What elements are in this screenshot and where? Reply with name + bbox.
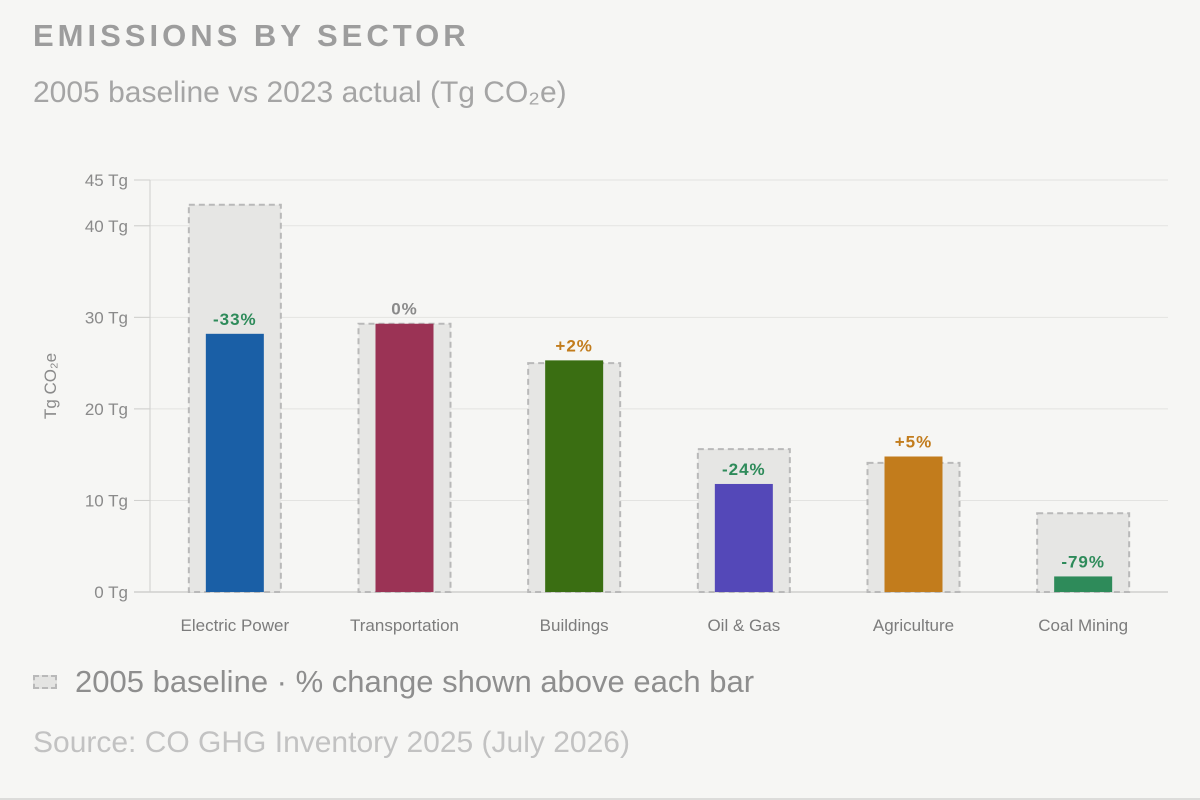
y-tick-label: 40 Tg	[85, 217, 128, 236]
actual-bar-1	[375, 323, 434, 592]
category-label-2: Buildings	[540, 616, 609, 635]
chart-title: EMISSIONS BY SECTOR	[33, 18, 470, 53]
change-label-1: 0%	[391, 300, 418, 319]
y-tick-label: 45 Tg	[85, 171, 128, 190]
source-note: Source: CO GHG Inventory 2025 (July 2026…	[33, 726, 630, 759]
actual-bar-3	[714, 483, 773, 592]
chart-subtitle: 2005 baseline vs 2023 actual (Tg CO₂e)	[33, 76, 567, 109]
actual-bar-4	[884, 456, 943, 592]
category-label-5: Coal Mining	[1038, 616, 1128, 635]
change-label-0: -33%	[213, 310, 257, 329]
category-label-4: Agriculture	[873, 616, 954, 635]
category-label-1: Transportation	[350, 616, 459, 635]
legend-label: 2005 baseline · % change shown above eac…	[75, 664, 755, 699]
bar-chart: 0 Tg 10 Tg 20 Tg 30 Tg 40 Tg 45 Tg Tg CO₂e -33%…	[41, 171, 1168, 635]
y-tick-label: 30 Tg	[85, 308, 128, 327]
y-tick-label: 0 Tg	[94, 583, 128, 602]
change-label-2: +2%	[555, 336, 593, 355]
y-tick-label: 20 Tg	[85, 400, 128, 419]
y-axis-title: Tg CO₂e	[41, 353, 60, 419]
change-label-3: -24%	[722, 460, 766, 479]
category-label-0: Electric Power	[181, 616, 290, 635]
legend: 2005 baseline · % change shown above eac…	[33, 664, 754, 700]
change-label-5: -79%	[1061, 552, 1105, 571]
category-label-3: Oil & Gas	[707, 616, 780, 635]
change-label-4: +5%	[895, 432, 933, 451]
actual-bar-0	[205, 333, 264, 592]
actual-bar-2	[545, 360, 604, 592]
actual-bar-5	[1054, 576, 1113, 592]
legend-baseline-swatch	[33, 675, 57, 689]
y-tick-label: 10 Tg	[85, 491, 128, 510]
